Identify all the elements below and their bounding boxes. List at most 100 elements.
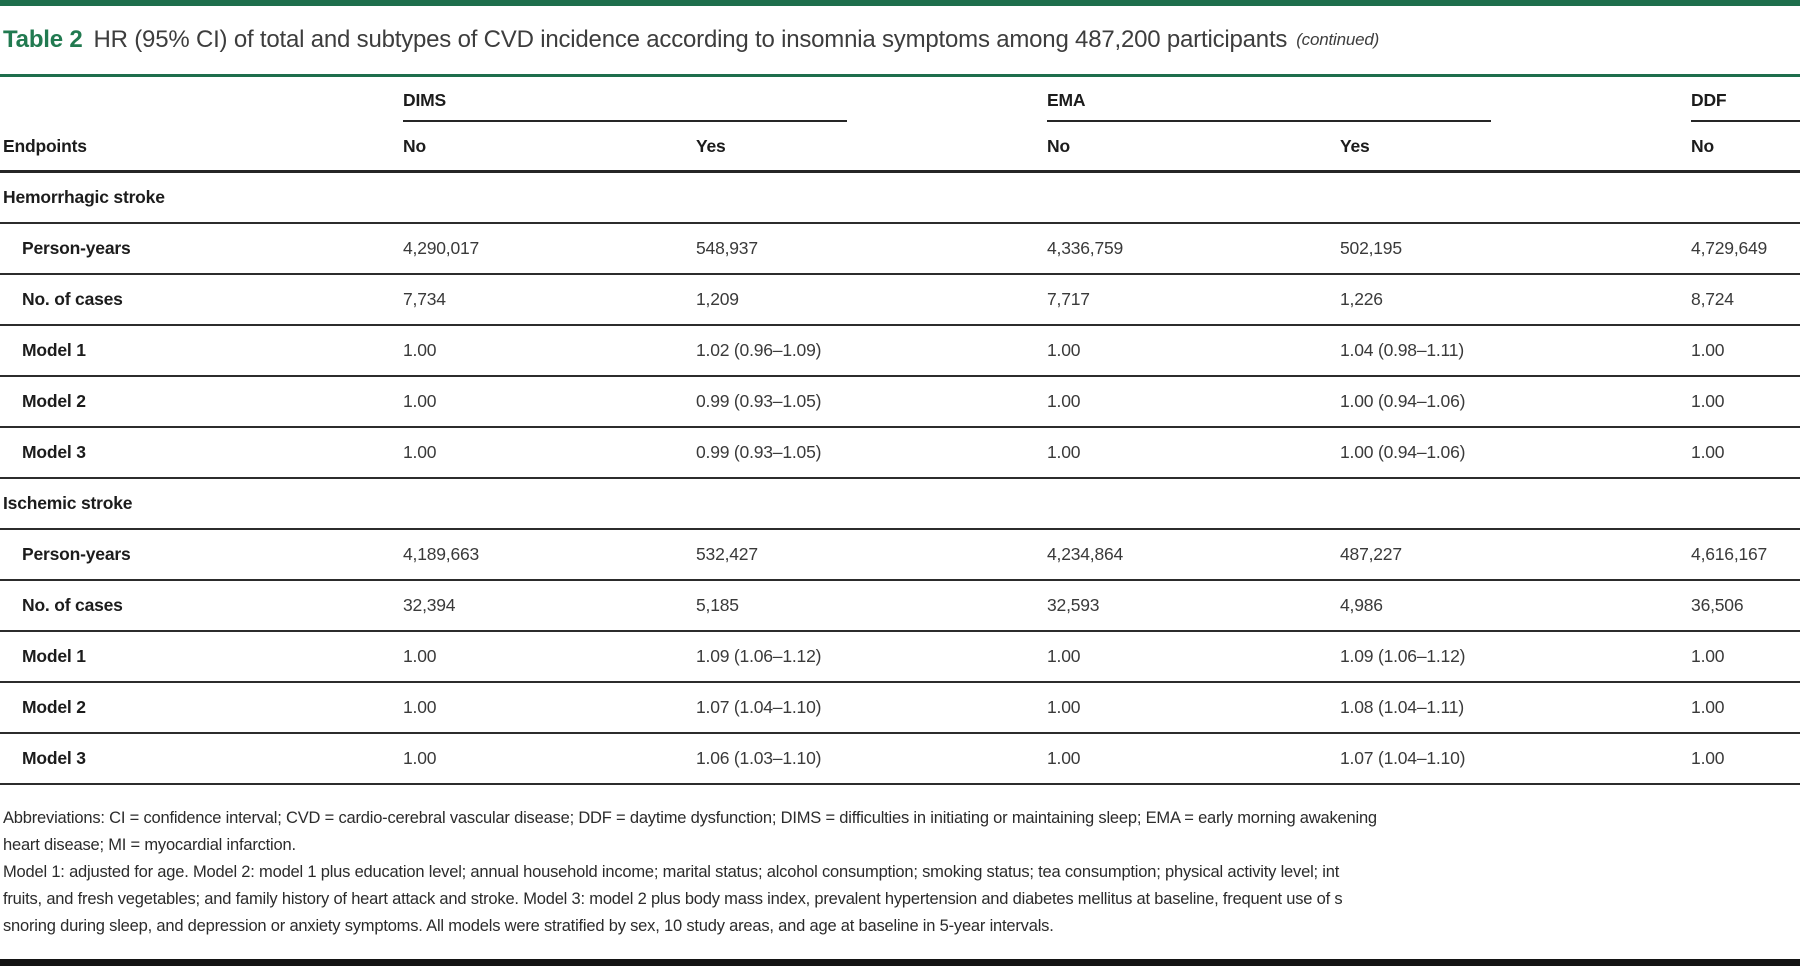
cell-value: 1.00: [1691, 427, 1800, 479]
cell-value: 1,209: [696, 274, 1048, 326]
table-title-text: HR (95% CI) of total and subtypes of CVD…: [93, 26, 1288, 53]
table-row: Model 3 1.00 0.99 (0.93–1.05) 1.00 1.00 …: [0, 427, 1800, 479]
table-caption: Table 2 HR (95% CI) of total and subtype…: [0, 6, 1800, 74]
cell-value: 4,336,759: [1047, 223, 1341, 275]
cell-value: 487,227: [1340, 529, 1692, 581]
cell-value: 1.00: [403, 733, 696, 785]
cell-value: 1.07 (1.04–1.10): [1340, 733, 1692, 785]
cell-value: 1.00: [1047, 427, 1341, 479]
caption-divider-rule: [0, 74, 1800, 77]
top-accent-bar: [0, 0, 1800, 6]
group-header-ddf: DDF: [1691, 77, 1800, 122]
table-row: Person-years 4,290,017 548,937 4,336,759…: [0, 223, 1800, 275]
row-label: Person-years: [0, 223, 403, 275]
table-row: Model 1 1.00 1.09 (1.06–1.12) 1.00 1.09 …: [0, 631, 1800, 683]
cell-value: 1.09 (1.06–1.12): [1340, 631, 1692, 683]
cell-value: 1.00: [403, 376, 696, 428]
table-row: No. of cases 32,394 5,185 32,593 4,986 3…: [0, 580, 1800, 632]
cell-value: 1.06 (1.03–1.10): [696, 733, 1048, 785]
cell-value: 5,185: [696, 580, 1048, 632]
cell-value: 1.00: [1047, 376, 1341, 428]
cell-value: 8,724: [1691, 274, 1800, 326]
table-row: Model 2 1.00 1.07 (1.04–1.10) 1.00 1.08 …: [0, 682, 1800, 734]
table-row: Model 2 1.00 0.99 (0.93–1.05) 1.00 1.00 …: [0, 376, 1800, 428]
sub-header-row: Endpoints No Yes No Yes No: [0, 122, 1800, 173]
cell-value: 1.00: [1047, 682, 1341, 734]
section-title: Ischemic stroke: [0, 478, 1800, 530]
cell-value: 36,506: [1691, 580, 1800, 632]
cell-value: 1.00: [1691, 376, 1800, 428]
cell-value: 1.00: [1047, 325, 1341, 377]
cell-value: 502,195: [1340, 223, 1692, 275]
group-label-dims: DIMS: [403, 90, 848, 122]
cell-value: 32,394: [403, 580, 696, 632]
row-label: Model 1: [0, 325, 403, 377]
cell-value: 1.00: [1691, 682, 1800, 734]
bottom-divider-bar: [0, 959, 1800, 966]
cell-value: 1.00: [1047, 631, 1341, 683]
cell-value: 1.00 (0.94–1.06): [1340, 427, 1692, 479]
row-label: No. of cases: [0, 274, 403, 326]
cell-value: 4,729,649: [1691, 223, 1800, 275]
cell-value: 1.00: [1691, 631, 1800, 683]
row-label: Model 1: [0, 631, 403, 683]
hr-results-table: DIMS EMA DDF Endpoints No Yes No Yes No …: [0, 77, 1800, 785]
cell-value: 1.08 (1.04–1.11): [1340, 682, 1692, 734]
table-row: Model 1 1.00 1.02 (0.96–1.09) 1.00 1.04 …: [0, 325, 1800, 377]
footnote-line: heart disease; MI = myocardial infarctio…: [3, 836, 296, 854]
column-header-dims-yes: Yes: [696, 122, 1048, 173]
group-label-ddf: DDF: [1691, 90, 1800, 122]
cell-value: 1.07 (1.04–1.10): [696, 682, 1048, 734]
cell-value: 1.04 (0.98–1.11): [1340, 325, 1692, 377]
group-header-row: DIMS EMA DDF: [0, 77, 1800, 122]
table-row: No. of cases 7,734 1,209 7,717 1,226 8,7…: [0, 274, 1800, 326]
column-header-ema-yes: Yes: [1340, 122, 1692, 173]
continued-note: (continued): [1296, 30, 1380, 49]
cell-value: 1.02 (0.96–1.09): [696, 325, 1048, 377]
cell-value: 1.00: [1047, 733, 1341, 785]
row-label: Person-years: [0, 529, 403, 581]
table-row: Person-years 4,189,663 532,427 4,234,864…: [0, 529, 1800, 581]
cell-value: 1.00: [403, 427, 696, 479]
cell-value: 1,226: [1340, 274, 1692, 326]
cell-value: 4,189,663: [403, 529, 696, 581]
cell-value: 1.00 (0.94–1.06): [1340, 376, 1692, 428]
cell-value: 7,734: [403, 274, 696, 326]
cell-value: 7,717: [1047, 274, 1341, 326]
footnote-line: fruits, and fresh vegetables; and family…: [3, 890, 1343, 908]
row-label: Model 2: [0, 682, 403, 734]
cell-value: 1.00: [1691, 733, 1800, 785]
cell-value: 4,290,017: [403, 223, 696, 275]
table-number-label: Table 2: [3, 26, 83, 53]
cell-value: 548,937: [696, 223, 1048, 275]
footnote-line: Model 1: adjusted for age. Model 2: mode…: [3, 863, 1340, 881]
cell-value: 0.99 (0.93–1.05): [696, 427, 1048, 479]
group-label-ema: EMA: [1047, 90, 1492, 122]
column-header-ddf-no: No: [1691, 122, 1800, 173]
cell-value: 4,234,864: [1047, 529, 1341, 581]
group-header-ema: EMA: [1047, 77, 1691, 122]
row-label: No. of cases: [0, 580, 403, 632]
row-label: Model 3: [0, 427, 403, 479]
section-row: Ischemic stroke: [0, 478, 1800, 530]
cell-value: 1.09 (1.06–1.12): [696, 631, 1048, 683]
group-header-dims: DIMS: [403, 77, 1047, 122]
cell-value: 1.00: [403, 631, 696, 683]
column-header-endpoints: Endpoints: [0, 122, 403, 173]
cell-value: 4,986: [1340, 580, 1692, 632]
column-header-ema-no: No: [1047, 122, 1341, 173]
row-label: Model 3: [0, 733, 403, 785]
cell-value: 0.99 (0.93–1.05): [696, 376, 1048, 428]
group-header-spacer: [0, 77, 403, 122]
section-row: Hemorrhagic stroke: [0, 171, 1800, 224]
cell-value: 532,427: [696, 529, 1048, 581]
table-footnotes: Abbreviations: CI = confidence interval;…: [0, 805, 1800, 940]
section-title: Hemorrhagic stroke: [0, 171, 1800, 224]
column-header-dims-no: No: [403, 122, 696, 173]
footnote-line: Abbreviations: CI = confidence interval;…: [3, 809, 1377, 827]
cell-value: 1.00: [403, 682, 696, 734]
row-label: Model 2: [0, 376, 403, 428]
footnote-line: snoring during sleep, and depression or …: [3, 917, 1054, 935]
cell-value: 1.00: [403, 325, 696, 377]
